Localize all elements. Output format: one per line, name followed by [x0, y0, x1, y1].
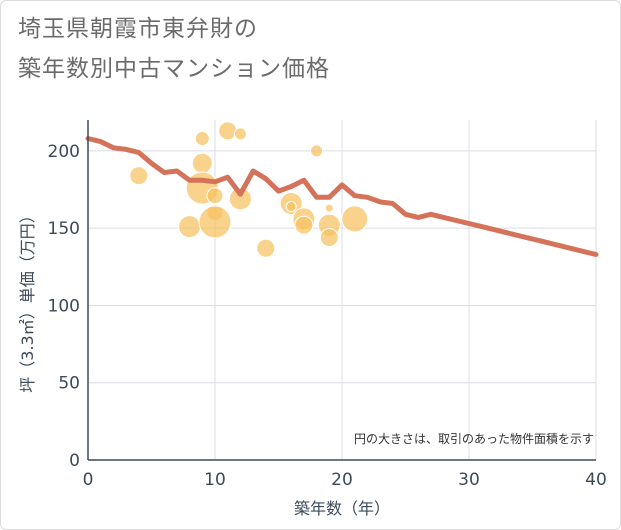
bubble-series: [129, 121, 369, 258]
bubble-10: [228, 187, 252, 211]
bubble-9: [233, 127, 247, 141]
bubble-3: [191, 152, 213, 174]
bubble-17: [324, 203, 334, 213]
chart-title-line2: 築年数別中古マンション価格: [18, 56, 330, 82]
x-tick-label-10: 10: [204, 470, 226, 490]
bubble-7: [198, 205, 232, 239]
y-tick-label-0: 0: [69, 451, 80, 471]
tick-labels: 0 50 100 150 200 0 10 20 30 40: [48, 142, 607, 490]
y-tick-label-100: 100: [48, 296, 80, 316]
bubble-19: [319, 227, 339, 247]
y-tick-label-200: 200: [48, 142, 80, 162]
bubble-11: [256, 238, 276, 258]
bubble-1: [178, 215, 202, 239]
chart-title-line1: 埼玉県朝霞市東弁財の: [18, 16, 258, 42]
x-tick-label-20: 20: [331, 470, 353, 490]
grid: [88, 120, 597, 460]
x-tick-label-30: 30: [458, 470, 480, 490]
x-tick-label-40: 40: [585, 470, 607, 490]
bubble-20: [341, 205, 369, 233]
x-tick-label-0: 0: [83, 470, 94, 490]
axes: [87, 120, 596, 461]
bubble-size-note: 円の大きさは、取引のあった物件面積を示す: [354, 431, 594, 446]
y-tick-label-50: 50: [58, 374, 80, 394]
bubble-16: [310, 144, 324, 158]
bubble-13: [285, 201, 297, 213]
y-tick-label-150: 150: [48, 219, 80, 239]
x-axis-label: 築年数（年）: [294, 499, 390, 518]
bubble-15: [294, 215, 314, 235]
bubble-5: [206, 187, 224, 205]
bubble-0: [129, 166, 149, 186]
bubble-8: [218, 121, 238, 141]
y-axis-label: 坪（3.3㎡）単価（万円）: [18, 207, 37, 392]
trend-line: [85, 136, 599, 257]
bubble-2: [194, 131, 210, 147]
